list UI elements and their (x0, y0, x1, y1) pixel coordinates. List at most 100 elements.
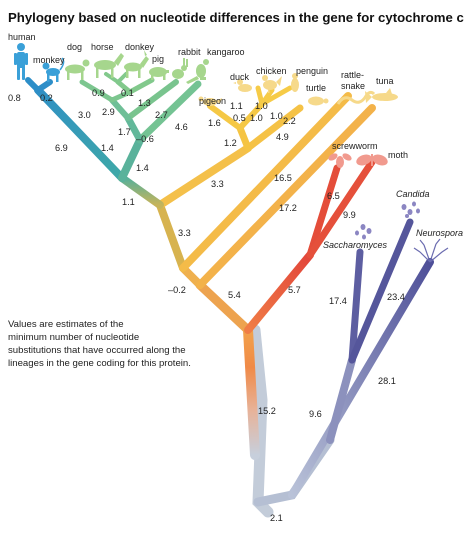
branch-mammals (118, 174, 164, 209)
branch-insects (244, 251, 314, 334)
saccharomyces-icon (355, 224, 372, 240)
value-monkey: 0.2 (40, 93, 53, 103)
label-rattlesnake-line1: rattle- (341, 70, 364, 80)
pigeon-icon (198, 96, 222, 106)
label-kangaroo: kangaroo (207, 47, 245, 57)
note-line-3: substitutions that have occurred along t… (8, 345, 186, 356)
value-animals: 15.2 (258, 406, 276, 416)
value-duck: 1.1 (230, 101, 243, 111)
value-mammals-base: 1.1 (122, 197, 135, 207)
label-human: human (8, 32, 36, 42)
branch-reptile-bird (156, 144, 252, 209)
rabbit-icon (172, 58, 188, 79)
branch-tetrapod (156, 201, 187, 272)
duck-icon (233, 79, 252, 92)
value-horse: 0.9 (92, 88, 105, 98)
note-line-2: minimum number of nucleotide (8, 332, 139, 343)
value-penguin: 1.0 (270, 111, 283, 121)
value-moth: 9.9 (343, 210, 356, 220)
label-dog: dog (67, 42, 82, 52)
value-neg-0-6: –0.6 (136, 134, 154, 144)
branch-fungi-neuro (288, 258, 434, 499)
value-1-0: 1.0 (250, 113, 263, 123)
value-insects: 5.7 (288, 285, 301, 295)
branch-birds (236, 124, 252, 152)
label-tuna: tuna (376, 76, 394, 86)
moth-icon (356, 154, 388, 166)
value-horse-donkey: 2.9 (102, 107, 115, 117)
branch-tuna (196, 104, 376, 289)
value-neurospora: 28.1 (378, 376, 396, 386)
label-rabbit: rabbit (178, 47, 201, 57)
chicken-icon (262, 75, 282, 93)
branch-fungi-yeast (326, 356, 356, 444)
value-birds: 1.2 (224, 138, 237, 148)
value-1-4-a: 1.4 (101, 143, 114, 153)
branch-dog-group (109, 97, 131, 121)
value-amniote: 3.3 (211, 179, 224, 189)
figure-title: Phylogeny based on nucleotide difference… (8, 10, 464, 25)
branch-root (249, 324, 274, 518)
branch-dog (79, 79, 115, 103)
label-pig: pig (152, 54, 164, 64)
value-vertebrates: 5.4 (228, 290, 241, 300)
tuna-icon (365, 88, 398, 103)
label-saccharomyces: Saccharomyces (323, 240, 388, 250)
neurospora-icon (413, 238, 449, 263)
note-line-1: Values are estimates of the (8, 319, 124, 330)
value-turtle: 2.2 (283, 116, 296, 126)
label-duck: duck (230, 72, 250, 82)
tree-branches (25, 72, 434, 518)
branch-rattlesnake (179, 92, 352, 272)
value-1-7: 1.7 (118, 127, 131, 137)
value-primates: 6.9 (55, 143, 68, 153)
label-donkey: donkey (125, 42, 155, 52)
branch-monkey (35, 79, 53, 93)
value-root: 2.1 (270, 513, 283, 523)
branch-ungulate (109, 89, 133, 103)
branch-turtle (244, 104, 304, 152)
branch-animals (243, 325, 260, 460)
value-pigeon: 1.6 (208, 118, 221, 128)
value-tuna: 17.2 (279, 203, 297, 213)
candida-icon (401, 201, 420, 218)
value-saccharomyces: 17.4 (329, 296, 347, 306)
label-moth: moth (388, 150, 408, 160)
value-dog: 3.0 (78, 110, 91, 120)
value-1-4-b: 1.4 (136, 163, 149, 173)
branch-rabbit (125, 79, 179, 121)
branch-pig (127, 77, 155, 95)
kangaroo-icon (186, 59, 209, 84)
value-screwworm: 6.5 (327, 191, 340, 201)
label-horse: horse (91, 42, 114, 52)
value-neg-0-2: –0.2 (168, 285, 186, 295)
horse-icon (94, 53, 124, 78)
value-3-3: 3.3 (178, 228, 191, 238)
label-rattlesnake-line2: snake (341, 81, 365, 91)
branch-penguin (259, 85, 293, 107)
dog-icon (65, 59, 90, 80)
monkey-icon (42, 57, 65, 82)
value-0-5: 0.5 (233, 113, 246, 123)
branch-kangaroo (136, 80, 202, 144)
label-monkey: monkey (33, 55, 65, 65)
branch-saccharomyces (348, 248, 364, 364)
screwworm-icon (328, 153, 352, 168)
label-neurospora: Neurospora (416, 228, 463, 238)
value-candida: 23.4 (387, 292, 405, 302)
value-human: 0.8 (8, 93, 21, 103)
turtle-icon (308, 96, 329, 106)
label-pigeon: pigeon (199, 96, 226, 106)
value-kangaroo: 4.6 (175, 122, 188, 132)
pig-icon (149, 67, 169, 80)
branch-horse-donkey (115, 79, 133, 95)
label-chicken: chicken (256, 66, 287, 76)
branch-primates (34, 86, 126, 182)
branch-tuna-rattle (179, 264, 204, 289)
organism-icons (14, 43, 449, 263)
value-rattlesnake: 16.5 (274, 173, 292, 183)
note-line-4: lineages in the gene coding for this pro… (8, 358, 191, 369)
donkey-icon (124, 50, 149, 78)
